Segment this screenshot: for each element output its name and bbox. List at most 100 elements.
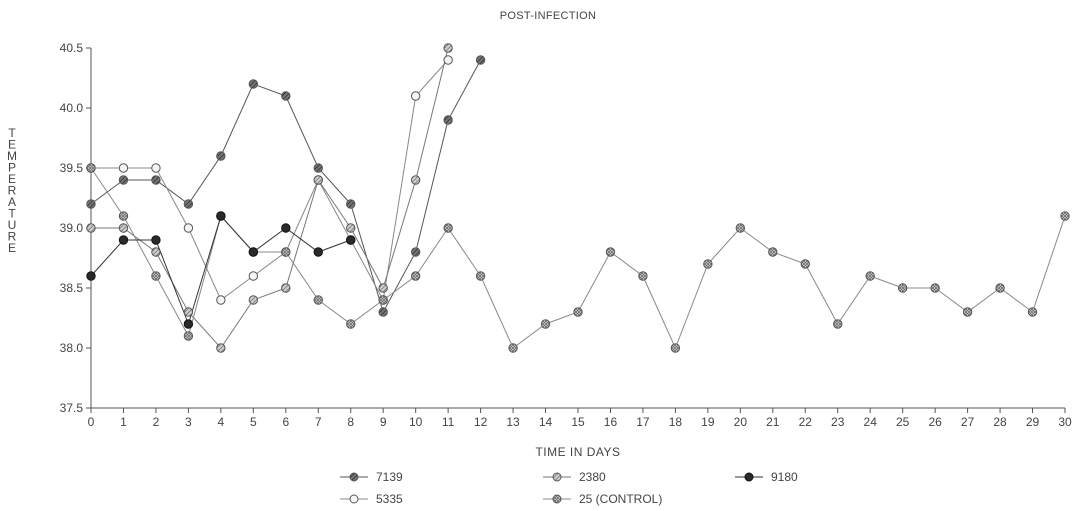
legend-marker <box>552 472 562 482</box>
data-point-series-5 <box>183 319 194 329</box>
data-point-series-2 <box>183 223 194 233</box>
legend-marker <box>349 494 359 504</box>
data-point-series-4 <box>833 319 843 329</box>
x-tick-label: 18 <box>669 415 683 429</box>
data-point-series-3 <box>118 223 129 233</box>
data-point-series-5 <box>248 247 259 257</box>
data-point-series-4 <box>735 223 746 233</box>
y-axis-label-letter: R <box>8 184 17 198</box>
x-tick-label: 14 <box>539 415 553 429</box>
data-point-series-1 <box>378 307 388 317</box>
data-point-series-4 <box>638 271 648 281</box>
data-point-series-2 <box>216 295 226 305</box>
legend-label: 9180 <box>771 470 798 484</box>
data-point-series-4 <box>573 307 583 317</box>
data-point-series-1 <box>86 199 96 209</box>
data-point-series-4 <box>670 343 681 353</box>
y-axis-label-letter: E <box>8 138 16 152</box>
data-point-series-1 <box>183 199 194 209</box>
x-ticks: 0 1 2 3 4 5 6 7 8 9 10 11 12 13 14 15 16 17 18 19 20 21 22 23 24… <box>88 408 1072 429</box>
x-tick-label: 20 <box>734 415 748 429</box>
data-point-series-1 <box>151 175 161 185</box>
data-point-series-4 <box>281 247 291 257</box>
data-point-series-4 <box>151 271 161 281</box>
series-line-2 <box>91 59 449 302</box>
data-point-series-3 <box>313 175 323 185</box>
data-point-series-4 <box>703 259 713 269</box>
data-point-series-4 <box>313 295 323 305</box>
x-tick-label: 24 <box>864 415 878 429</box>
data-point-series-3 <box>151 247 161 257</box>
data-point-series-1 <box>248 79 259 89</box>
y-axis-label-letter: T <box>8 126 16 140</box>
data-point-series-2 <box>248 271 259 281</box>
x-axis-label: TIME IN DAYS <box>535 445 620 459</box>
x-tick-label: 26 <box>928 415 942 429</box>
y-ticks: 37.5 38.0 38.5 39.0 39.5 40.0 40.5 <box>60 41 91 415</box>
data-point-series-4 <box>183 331 194 341</box>
legend-marker <box>744 472 754 482</box>
legend-label: 7139 <box>376 470 403 484</box>
y-axis-label-letter: M <box>7 149 17 163</box>
y-tick-label: 37.5 <box>60 401 84 415</box>
x-tick-label: 7 <box>315 415 322 429</box>
series-lines <box>90 47 1066 350</box>
x-tick-label: 2 <box>153 415 160 429</box>
x-tick-label: 25 <box>896 415 910 429</box>
x-tick-label: 19 <box>701 415 715 429</box>
x-tick-label: 4 <box>218 415 225 429</box>
x-tick-label: 16 <box>604 415 618 429</box>
x-tick-label: 30 <box>1058 415 1072 429</box>
data-point-series-2 <box>443 55 453 65</box>
data-point-series-1 <box>216 151 226 161</box>
data-point-series-3 <box>183 307 194 317</box>
y-axis-label-letter: P <box>8 161 16 175</box>
data-point-series-4 <box>410 271 421 281</box>
x-tick-label: 27 <box>961 415 975 429</box>
series-line-3 <box>91 47 449 349</box>
data-point-series-5 <box>216 211 226 221</box>
data-point-series-4 <box>378 295 388 305</box>
series-points <box>86 43 1070 353</box>
data-point-series-3 <box>346 223 356 233</box>
legend: 7139 5335 2380 25 (CONTROL) 9180 <box>340 470 798 506</box>
axes <box>90 48 1065 409</box>
y-tick-label: 38.0 <box>60 341 84 355</box>
data-point-series-4 <box>443 223 453 233</box>
y-tick-label: 40.0 <box>60 101 84 115</box>
chart-title: POST-INFECTION <box>500 10 596 22</box>
data-point-series-5 <box>346 235 356 245</box>
data-point-series-3 <box>216 343 226 353</box>
x-tick-label: 21 <box>766 415 780 429</box>
x-tick-label: 0 <box>88 415 95 429</box>
data-point-series-3 <box>378 283 388 293</box>
data-point-series-4 <box>897 283 908 293</box>
data-point-series-4 <box>475 271 486 281</box>
x-tick-label: 11 <box>442 415 455 429</box>
x-tick-label: 5 <box>250 415 257 429</box>
data-point-series-1 <box>313 163 323 173</box>
data-point-series-2 <box>410 91 421 101</box>
data-point-series-3 <box>86 223 96 233</box>
y-tick-label: 40.5 <box>60 41 84 55</box>
data-point-series-4 <box>540 319 551 329</box>
x-tick-label: 15 <box>571 415 585 429</box>
y-tick-label: 38.5 <box>60 281 84 295</box>
data-point-series-1 <box>118 175 129 185</box>
x-tick-label: 3 <box>185 415 192 429</box>
data-point-series-4 <box>605 247 616 257</box>
legend-label: 2380 <box>579 470 606 484</box>
data-point-series-4 <box>800 259 810 269</box>
x-tick-label: 12 <box>474 415 488 429</box>
x-tick-label: 1 <box>120 415 127 429</box>
legend-label: 5335 <box>376 492 403 506</box>
data-point-series-5 <box>118 235 129 245</box>
legend-marker <box>552 494 562 504</box>
data-point-series-4 <box>508 343 518 353</box>
data-point-series-1 <box>410 247 421 257</box>
x-tick-label: 6 <box>282 415 289 429</box>
x-tick-label: 29 <box>1026 415 1040 429</box>
data-point-series-5 <box>313 247 323 257</box>
